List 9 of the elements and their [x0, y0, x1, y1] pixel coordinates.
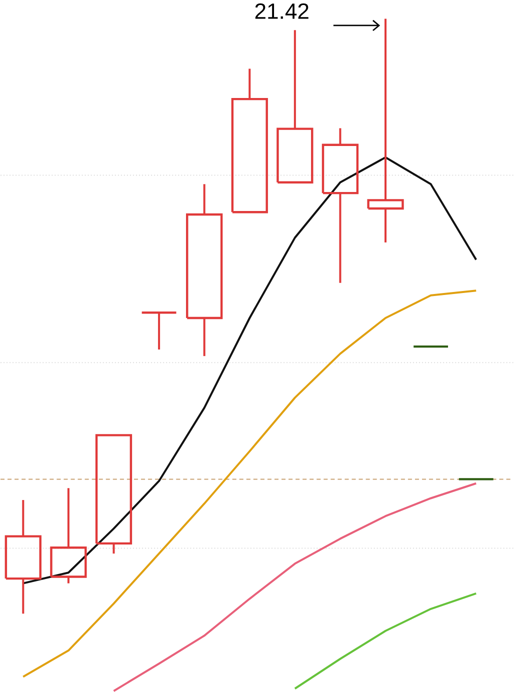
- candlestick: [4, 499, 42, 615]
- candlestick: [276, 29, 314, 184]
- candlestick: [186, 183, 223, 358]
- text: 21.42: [255, 3, 309, 19]
- candlestick: [322, 127, 359, 284]
- candlestick: [231, 68, 268, 214]
- candlestick: [412, 345, 450, 348]
- candlestick: [140, 312, 178, 351]
- candlestick: [96, 434, 132, 555]
